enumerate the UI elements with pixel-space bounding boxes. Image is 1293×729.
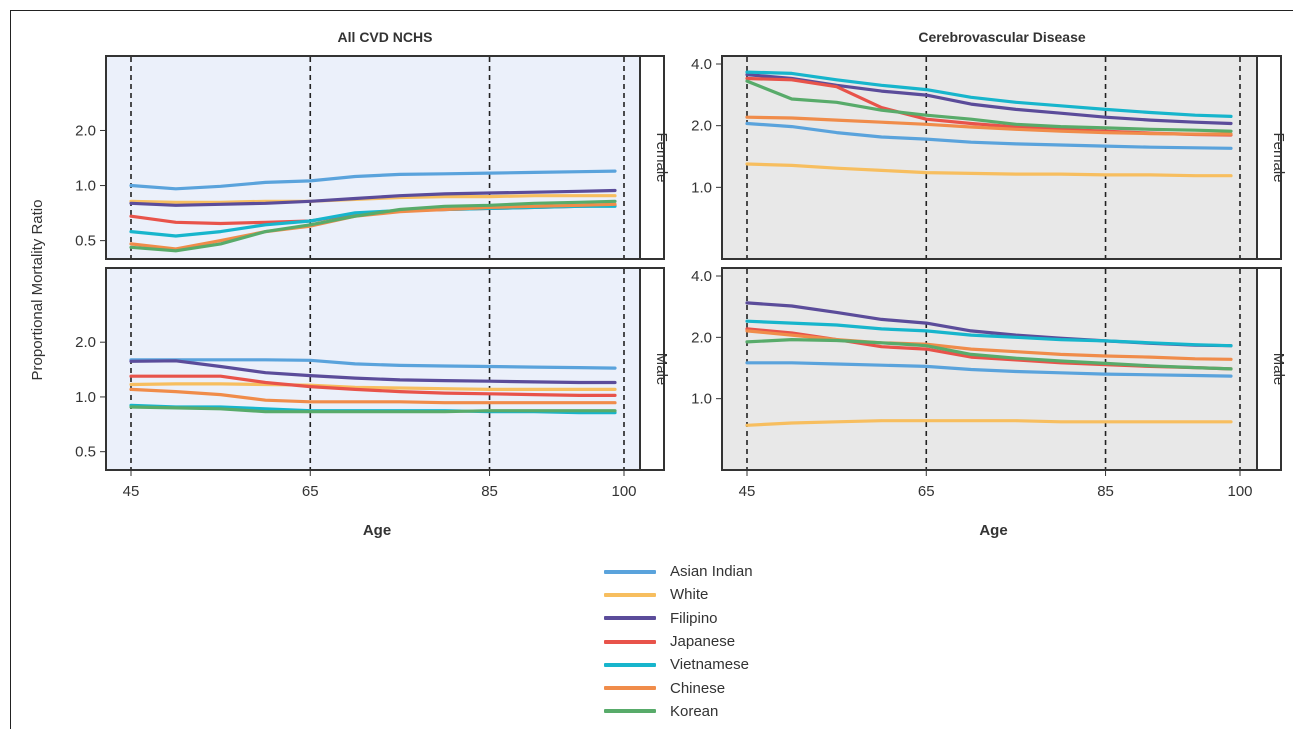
legend-swatch: [604, 686, 656, 691]
strip-label-female: Female: [1270, 132, 1287, 182]
x-tick-label: 85: [1097, 483, 1114, 500]
x-tick-label: 45: [123, 483, 140, 500]
x-tick-label: 85: [481, 483, 498, 500]
panel-strip: [639, 267, 665, 471]
x-tick-label: 100: [611, 483, 636, 500]
series-line-white: [129, 382, 617, 391]
x-tick-label: 65: [302, 483, 319, 500]
y-tick-label: 2.0: [691, 329, 712, 346]
legend-label: Korean: [670, 702, 719, 720]
series-line-white: [745, 162, 1233, 178]
x-axis-title: Age: [979, 522, 1007, 539]
legend-swatch: [604, 662, 656, 667]
legend-label: Asian Indian: [670, 563, 753, 581]
legend: Asian Indian White Filipino Japanese Vie…: [604, 560, 844, 723]
x-tick-label: 100: [1227, 483, 1252, 500]
series-line-asian-indian: [129, 169, 617, 191]
strip-label-male: Male: [1270, 353, 1287, 386]
y-tick-label: 1.0: [691, 179, 712, 196]
legend-label: Japanese: [670, 633, 736, 651]
y-tick-label: 0.5: [75, 444, 96, 461]
legend-swatch: [604, 569, 656, 574]
series-line-asian-indian: [745, 121, 1233, 150]
series-line-white: [745, 419, 1233, 427]
series-line-korean: [129, 405, 617, 414]
series-line-vietnamese: [745, 70, 1233, 118]
legend-item-white: White: [604, 583, 844, 606]
y-tick-label: 4.0: [691, 56, 712, 73]
panel-border: [721, 55, 1258, 260]
panel-background: [105, 55, 641, 260]
y-tick-label: 1.0: [691, 391, 712, 408]
series-line-korean: [745, 338, 1233, 371]
y-tick-label: 2.0: [75, 122, 96, 139]
legend-label: Vietnamese: [670, 656, 749, 674]
y-tick-label: 1.0: [75, 178, 96, 195]
legend-swatch: [604, 592, 656, 597]
series-line-filipino: [129, 188, 617, 207]
legend-item-vietnamese: Vietnamese: [604, 653, 844, 676]
strip-label-female: Female: [653, 132, 670, 182]
panel-title-cerebrovascular-disease: Cerebrovascular Disease: [918, 29, 1086, 45]
strip-label-male: Male: [653, 353, 670, 386]
y-tick-label: 2.0: [75, 334, 96, 351]
panel-border: [105, 55, 641, 260]
series-line-japanese: [129, 374, 617, 397]
x-axis-title: Age: [363, 522, 391, 539]
legend-label: Filipino: [670, 609, 718, 627]
legend-item-korean: Korean: [604, 700, 844, 723]
y-tick-label: 1.0: [75, 389, 96, 406]
series-line-vietnamese: [745, 319, 1233, 348]
series-line-korean: [129, 199, 617, 253]
panel-background: [721, 55, 1258, 260]
series-line-korean: [745, 79, 1233, 133]
legend-swatch: [604, 709, 656, 714]
legend-item-japanese: Japanese: [604, 630, 844, 653]
legend-label: Chinese: [670, 679, 726, 697]
series-line-chinese: [745, 115, 1233, 136]
series-line-filipino: [129, 359, 617, 385]
panel-title-all-cvd-nchs: All CVD NCHS: [338, 29, 433, 45]
panel-strip: [639, 55, 665, 260]
legend-swatch: [604, 639, 656, 644]
panel-border: [105, 267, 641, 471]
legend-item-asian-indian: Asian Indian: [604, 560, 844, 583]
figure-border: [10, 10, 1293, 729]
panel-background: [105, 267, 641, 471]
series-line-asian-indian: [129, 358, 617, 370]
y-tick-label: 0.5: [75, 233, 96, 250]
panel-strip: [1256, 55, 1282, 260]
x-tick-label: 45: [739, 483, 756, 500]
y-axis-title: Proportional Mortality Ratio: [29, 200, 46, 381]
series-line-chinese: [129, 387, 617, 405]
series-line-asian-indian: [745, 361, 1233, 378]
legend-swatch: [604, 616, 656, 621]
legend-item-filipino: Filipino: [604, 607, 844, 630]
panel-border: [721, 267, 1258, 471]
y-tick-label: 2.0: [691, 118, 712, 135]
x-tick-label: 65: [918, 483, 935, 500]
legend-label: White: [670, 586, 709, 604]
legend-item-chinese: Chinese: [604, 676, 844, 699]
y-tick-label: 4.0: [691, 268, 712, 285]
